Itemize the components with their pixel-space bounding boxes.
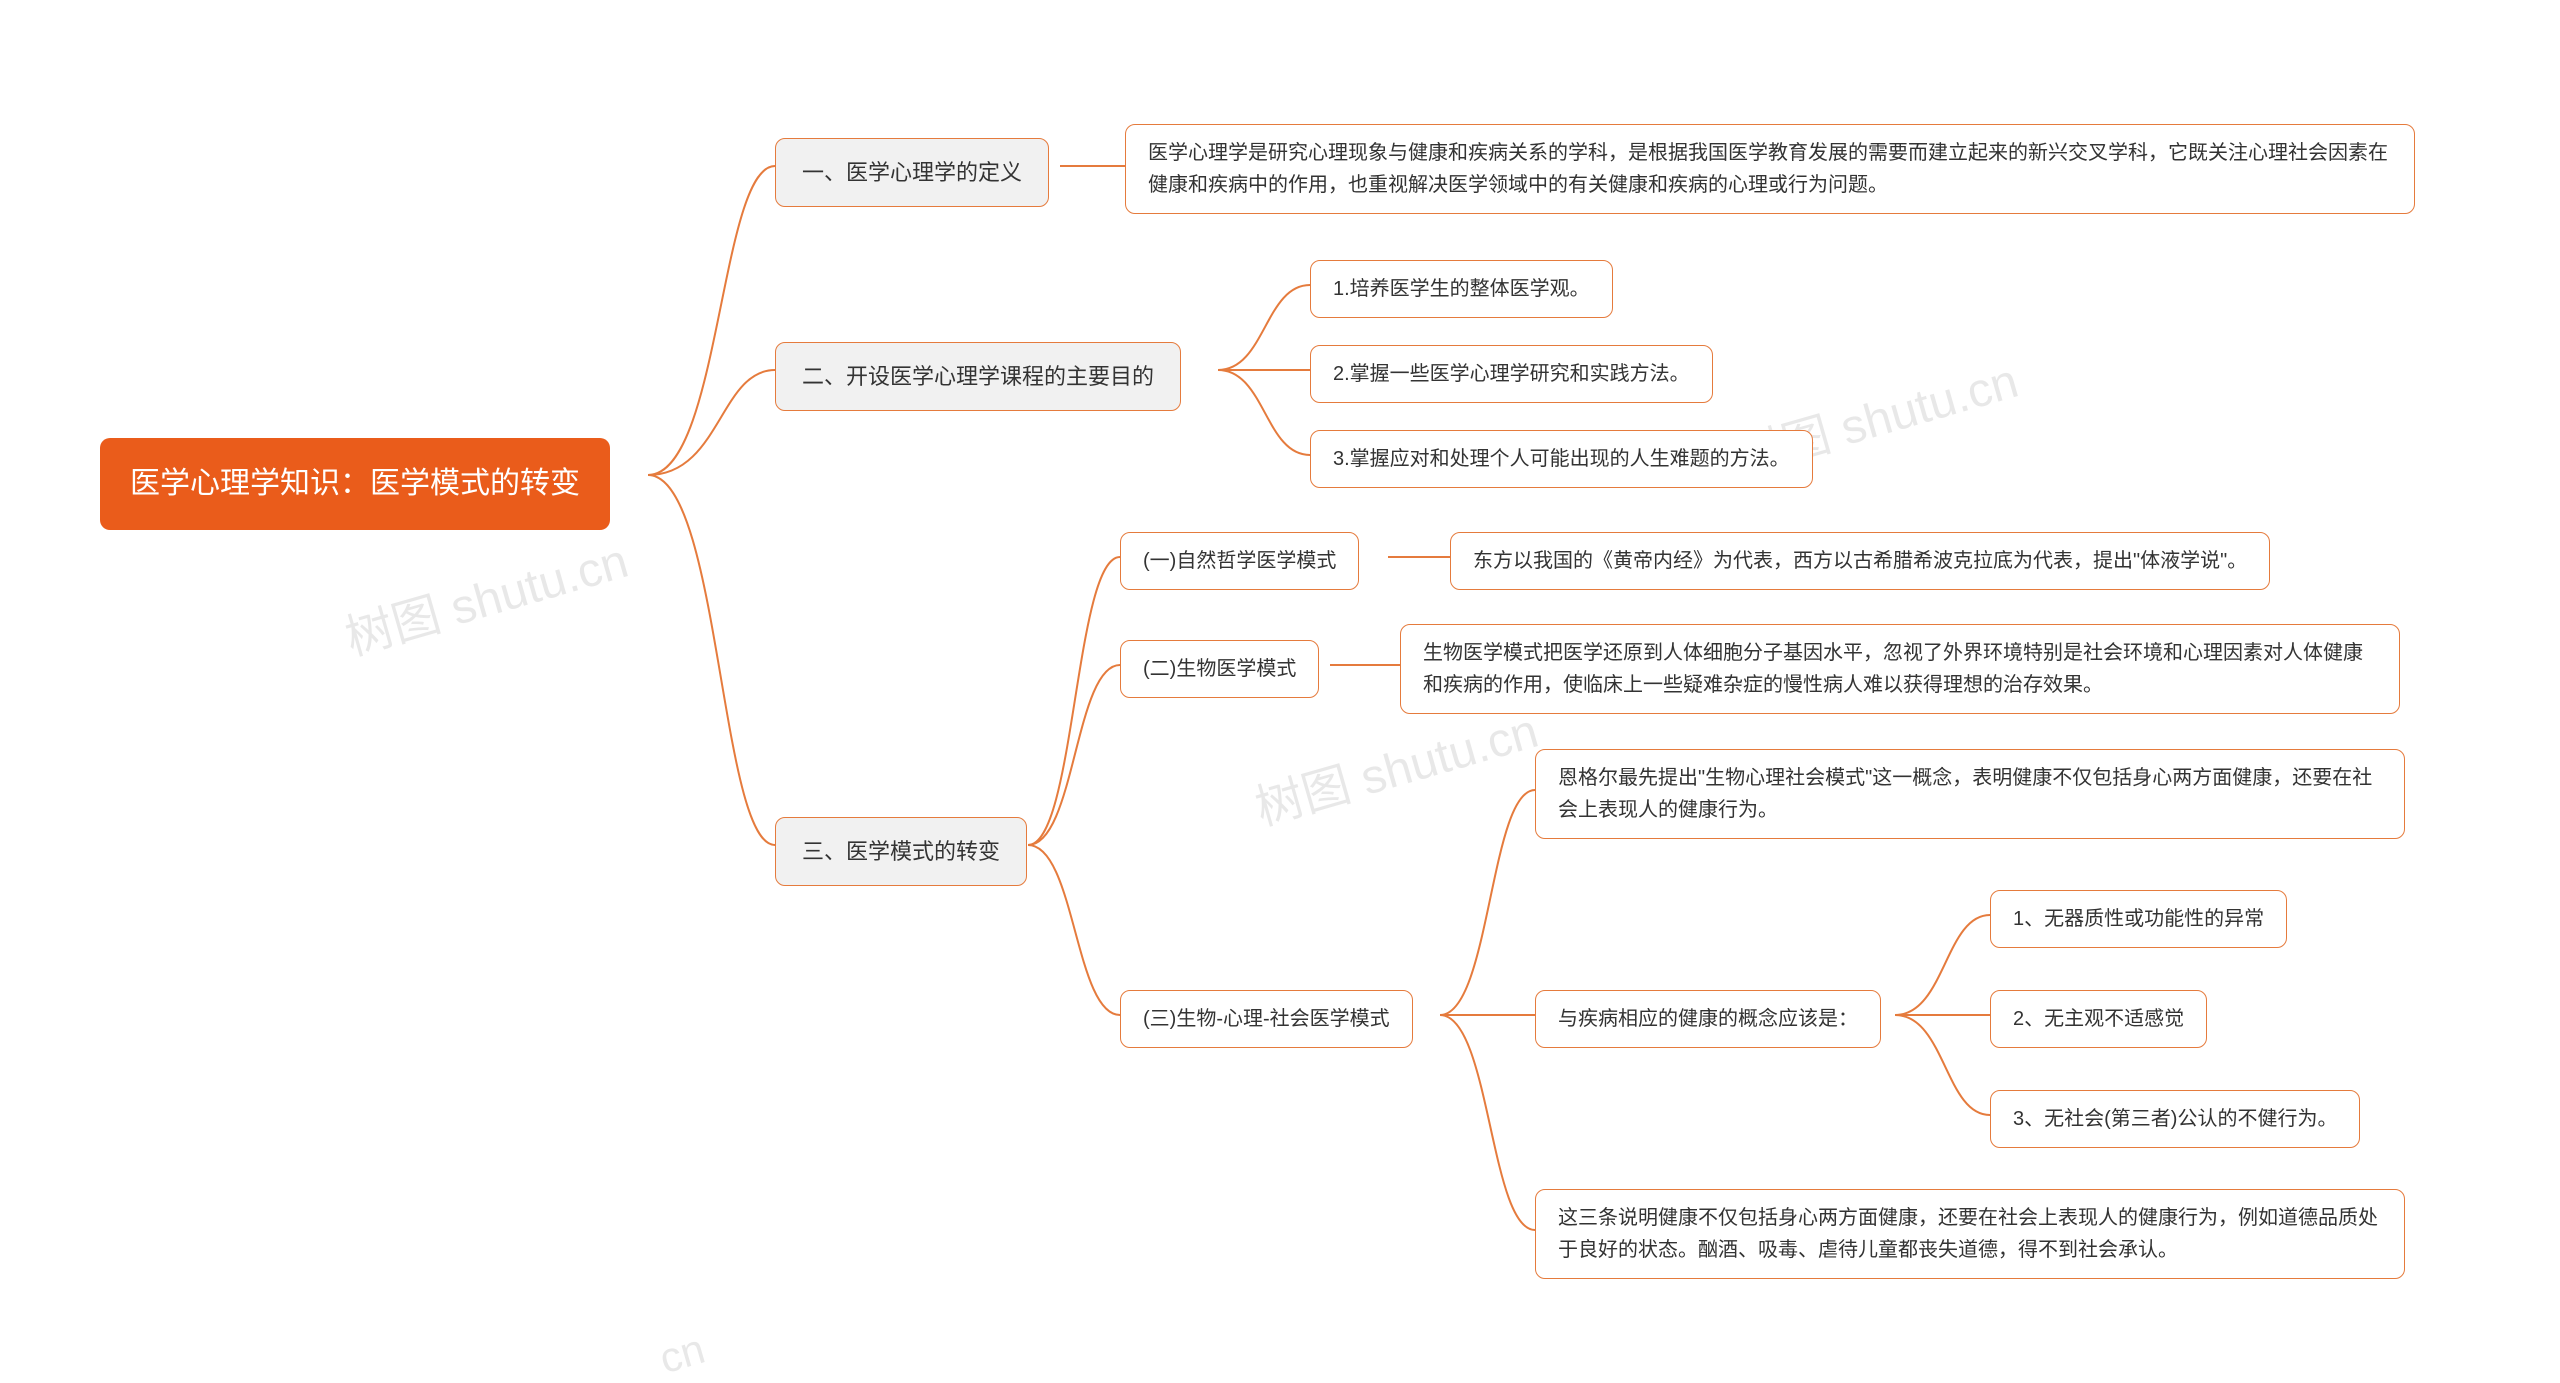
leaf-definition-text: 医学心理学是研究心理现象与健康和疾病关系的学科，是根据我国医学教育发展的需要而建… — [1125, 124, 2415, 214]
leaf-health-1: 1、无器质性或功能性的异常 — [1990, 890, 2287, 948]
branch-purpose[interactable]: 二、开设医学心理学课程的主要目的 — [775, 342, 1181, 411]
sub-natural-philosophy[interactable]: (一)自然哲学医学模式 — [1120, 532, 1359, 590]
leaf-biomedical-text: 生物医学模式把医学还原到人体细胞分子基因水平，忽视了外界环境特别是社会环境和心理… — [1400, 624, 2400, 714]
watermark: cn — [654, 1325, 710, 1383]
root-node[interactable]: 医学心理学知识：医学模式的转变 — [100, 438, 610, 530]
leaf-health-concept[interactable]: 与疾病相应的健康的概念应该是： — [1535, 990, 1881, 1048]
sub-biomedical[interactable]: (二)生物医学模式 — [1120, 640, 1319, 698]
sub-biopsychosocial[interactable]: (三)生物-心理-社会医学模式 — [1120, 990, 1413, 1048]
leaf-purpose-2: 2.掌握一些医学心理学研究和实践方法。 — [1310, 345, 1713, 403]
leaf-engel: 恩格尔最先提出"生物心理社会模式"这一概念，表明健康不仅包括身心两方面健康，还要… — [1535, 749, 2405, 839]
branch-definition[interactable]: 一、医学心理学的定义 — [775, 138, 1049, 207]
mindmap-canvas: 树图 shutu.cn 树图 shutu.cn 树图 shutu.cn cn — [0, 0, 2560, 1373]
leaf-health-2: 2、无主观不适感觉 — [1990, 990, 2207, 1048]
leaf-purpose-1: 1.培养医学生的整体医学观。 — [1310, 260, 1613, 318]
leaf-health-3: 3、无社会(第三者)公认的不健行为。 — [1990, 1090, 2360, 1148]
watermark: 树图 shutu.cn — [336, 521, 635, 668]
branch-model-change[interactable]: 三、医学模式的转变 — [775, 817, 1027, 886]
leaf-three-points: 这三条说明健康不仅包括身心两方面健康，还要在社会上表现人的健康行为，例如道德品质… — [1535, 1189, 2405, 1279]
leaf-natural-philosophy-text: 东方以我国的《黄帝内经》为代表，西方以古希腊希波克拉底为代表，提出"体液学说"。 — [1450, 532, 2270, 590]
leaf-purpose-3: 3.掌握应对和处理个人可能出现的人生难题的方法。 — [1310, 430, 1813, 488]
